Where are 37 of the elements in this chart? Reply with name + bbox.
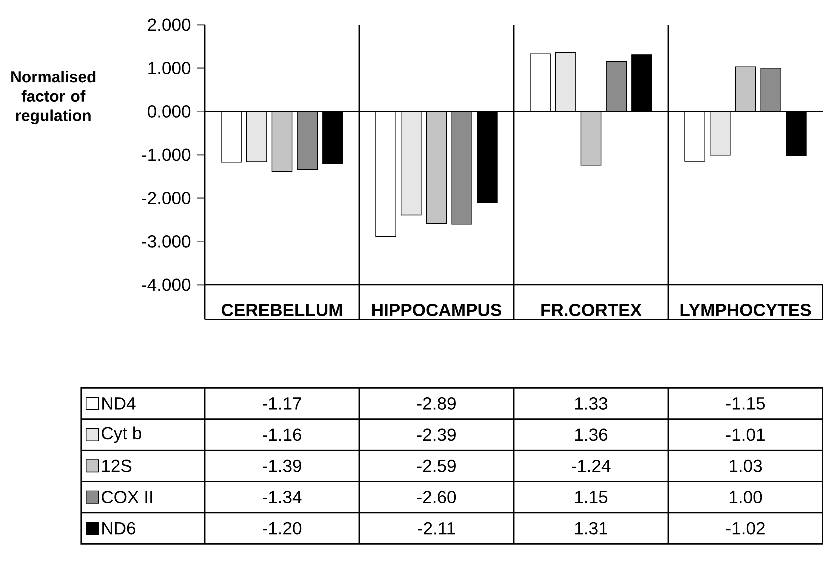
y-tick-label: -3.000 <box>142 235 191 248</box>
data-label: 1.31 <box>576 522 608 535</box>
x-tick-label: HIPPOCAMPUS <box>372 304 502 316</box>
data-label: -1.24 <box>572 460 611 472</box>
legend-label: 12S <box>102 460 132 472</box>
legend-label: ND4 <box>102 398 136 410</box>
y-tick-label: -2.000 <box>142 192 191 205</box>
y-tick-label: 2.000 <box>148 18 191 32</box>
data-label: -1.01 <box>726 428 765 442</box>
data-label: -2.89 <box>417 398 456 410</box>
data-label: -1.39 <box>262 460 302 472</box>
y-axis-title: Normalised factor of regulation <box>12 71 96 125</box>
x-tick-label: FR.CORTEX <box>542 304 642 316</box>
y-tick-label: 0.000 <box>148 105 191 118</box>
data-label: -1.15 <box>726 398 766 410</box>
data-label: -1.20 <box>262 522 302 535</box>
data-label: 1.03 <box>730 460 762 472</box>
data-label: -2.59 <box>417 460 456 472</box>
data-label: 1.36 <box>576 428 608 442</box>
y-tick-label: -4.000 <box>142 278 191 292</box>
legend-label: Cyt b <box>102 426 142 444</box>
data-label: 1.00 <box>730 491 762 504</box>
data-label: 1.33 <box>576 398 608 410</box>
legend-label: ND6 <box>102 522 136 535</box>
data-label: 1.15 <box>576 491 608 504</box>
data-label: -1.02 <box>726 522 765 535</box>
data-label: -2.60 <box>417 491 456 504</box>
data-label: -2.39 <box>417 428 456 442</box>
legend-label: COX II <box>102 491 152 504</box>
data-label: -1.17 <box>262 398 302 410</box>
x-tick-label: LYMPHOCYTES <box>680 304 812 316</box>
y-tick-label: 1.000 <box>148 62 191 75</box>
data-label: -1.34 <box>262 491 302 504</box>
data-label: -2.11 <box>418 522 456 535</box>
y-tick-label: -1.000 <box>142 148 191 162</box>
data-label: -1.16 <box>262 428 302 442</box>
x-tick-label: CEREBELLUM <box>222 304 342 316</box>
